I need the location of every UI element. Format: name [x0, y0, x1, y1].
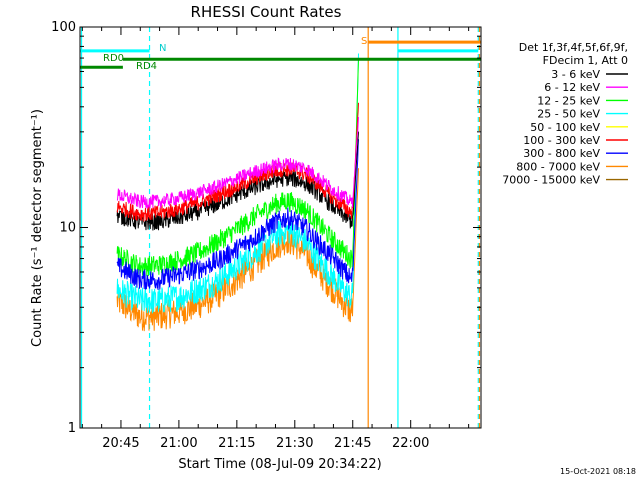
- y-axis-label: Count Rate (s⁻¹ detector segment⁻¹): [30, 109, 45, 347]
- legend-header-line-2: FDecim 1, Att 0: [543, 54, 628, 67]
- x-tick-label: 22:00: [392, 436, 429, 451]
- x-tick-label: 21:45: [334, 436, 371, 451]
- chart-title: RHESSI Count Rates: [191, 3, 342, 21]
- legend: Det 1f,3f,4f,5f,6f,9f, FDecim 1, Att 0 3…: [502, 41, 628, 187]
- y-tick-label: 1: [68, 421, 76, 436]
- attenuator-label-rd4: RD4: [136, 61, 157, 72]
- legend-entry-label: 6 - 12 keV: [544, 81, 600, 94]
- legend-entry-label: 300 - 800 keV: [523, 147, 600, 160]
- footer-timestamp: 15-Oct-2021 08:18: [560, 467, 636, 476]
- series-line-100-300keV: [116, 102, 359, 222]
- y-axis: 1 10 100: [51, 20, 481, 436]
- legend-entry-label: 3 - 6 keV: [551, 68, 600, 81]
- series-line-12-25keV: [116, 59, 359, 277]
- legend-entry-label: 7000 - 15000 keV: [502, 174, 600, 187]
- y-tick-label: 100: [51, 20, 76, 35]
- plot-area: [80, 27, 481, 428]
- legend-header-line-1: Det 1f,3f,4f,5f,6f,9f,: [519, 41, 628, 54]
- series-line-300-800keV: [116, 139, 359, 290]
- x-axis: 20:45 21:00 21:15 21:30 21:45 22:00: [81, 27, 470, 451]
- attenuator-label-rd0: RD0: [103, 53, 124, 64]
- legend-entry-label: 12 - 25 keV: [537, 94, 600, 107]
- x-tick-label: 20:45: [102, 436, 139, 451]
- legend-entry-label: 50 - 100 keV: [530, 121, 600, 134]
- legend-entry-label: 800 - 7000 keV: [516, 160, 600, 173]
- legend-entry-label: 25 - 50 keV: [537, 108, 600, 121]
- saa-label-s: S: [361, 36, 367, 47]
- x-tick-label: 21:00: [160, 436, 197, 451]
- night-label-n: N: [159, 43, 166, 54]
- x-tick-label: 21:30: [276, 436, 313, 451]
- x-tick-label: 21:15: [218, 436, 255, 451]
- legend-entry-label: 100 - 300 keV: [523, 134, 600, 147]
- series-line-6-12keV: [116, 116, 359, 209]
- y-tick-label: 10: [59, 221, 76, 236]
- x-axis-label: Start Time (08-Jul-09 20:34:22): [178, 457, 381, 472]
